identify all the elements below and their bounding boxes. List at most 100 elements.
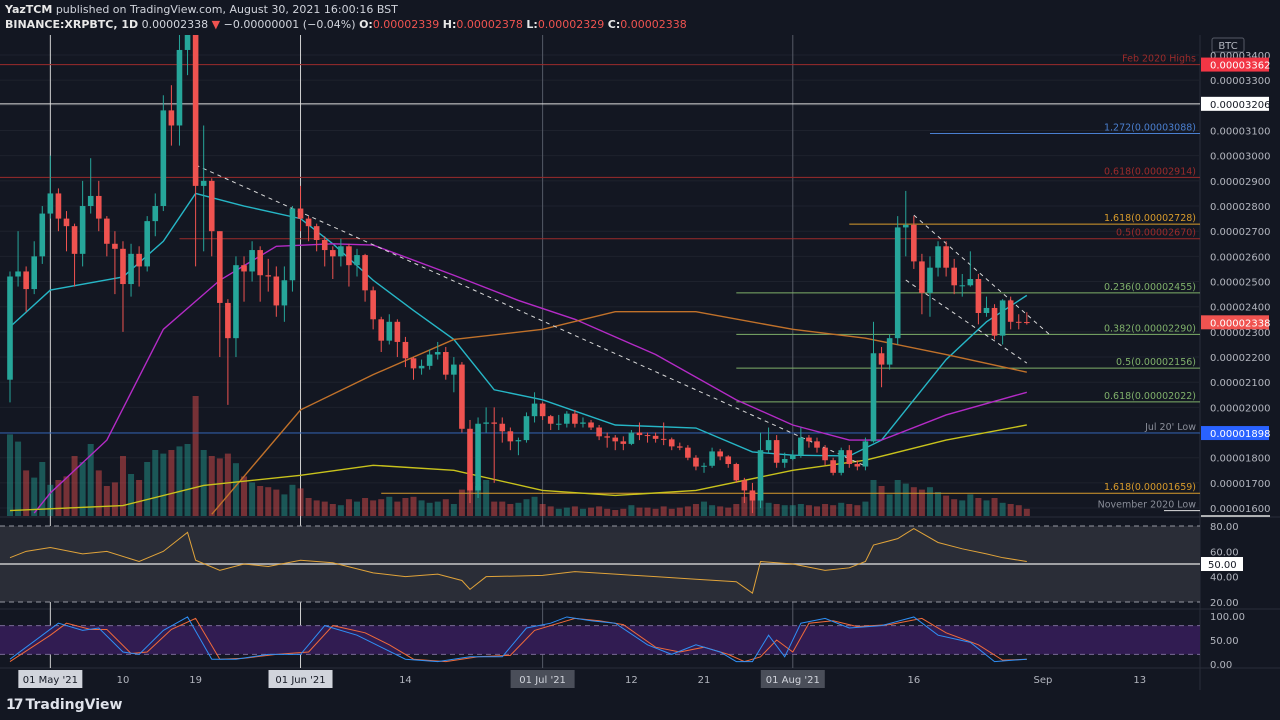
candle-body <box>572 413 578 424</box>
volume-bar <box>959 500 966 516</box>
publisher[interactable]: YazTCM <box>5 3 53 16</box>
candle-body <box>927 267 933 293</box>
candle-body <box>225 302 231 339</box>
time-axis-label: 12 <box>625 675 638 686</box>
candle-body <box>943 246 949 268</box>
candle-body <box>886 338 893 365</box>
open-value: 0.00002339 <box>372 18 440 31</box>
candle-body <box>878 353 885 365</box>
price-axis-tick: 0.00002700 <box>1210 227 1270 238</box>
volume-bar <box>596 506 603 516</box>
volume-bar <box>249 482 256 516</box>
volume-bar <box>588 507 595 516</box>
volume-bar <box>1015 505 1022 516</box>
price-axis-tick: 0.00002200 <box>1210 353 1270 364</box>
candle-body <box>249 250 255 272</box>
candle-body <box>289 208 296 281</box>
volume-bar <box>636 507 643 516</box>
time-axis-label: 16 <box>907 675 920 686</box>
price-axis-tick: 0.00003300 <box>1210 76 1270 87</box>
candle-body <box>281 280 288 306</box>
volume-bar <box>144 462 151 516</box>
volume-bar <box>741 496 748 516</box>
volume-bar <box>370 500 377 516</box>
volume-bar <box>491 501 498 516</box>
level-label: Jul 20' Low <box>1144 422 1196 433</box>
candle-body <box>410 358 417 369</box>
candle-body <box>798 437 804 456</box>
candle-body <box>217 231 223 303</box>
candle-body <box>975 279 982 313</box>
candle-body <box>507 431 514 442</box>
candle-body <box>894 227 901 339</box>
level-label: 0.382(0.00002290) <box>1104 323 1196 334</box>
volume-bar <box>515 502 522 516</box>
volume-bar <box>337 505 344 516</box>
candle-body <box>418 365 425 369</box>
volume-bar <box>523 499 530 516</box>
volume-bar <box>822 504 829 516</box>
candle-body <box>814 441 820 448</box>
volume-bar <box>547 506 554 516</box>
volume-bar <box>878 486 885 516</box>
volume-bar <box>289 484 296 516</box>
candle-body <box>709 451 715 466</box>
volume-bar <box>910 487 917 516</box>
close-label: C: <box>607 18 621 31</box>
volume-bar <box>725 507 732 516</box>
level-axis-label: 0.00003206 <box>1210 100 1270 111</box>
tradingview-logo[interactable]: 17 TradingView <box>6 697 122 713</box>
candle-body <box>321 239 328 251</box>
candle-body <box>467 428 473 491</box>
candle-body <box>176 49 183 126</box>
time-axis-label: 19 <box>189 675 202 686</box>
volume-bar <box>87 444 94 516</box>
volume-bar <box>676 507 683 516</box>
volume-bar <box>128 474 135 516</box>
candle-body <box>967 279 974 286</box>
candle-body <box>442 352 449 375</box>
low-label: L: <box>526 18 538 31</box>
stoch-axis-tick: 0.00 <box>1210 660 1232 671</box>
candle-body <box>677 446 683 448</box>
price-axis-tick: 0.00002400 <box>1210 303 1270 314</box>
candle-body <box>459 364 465 429</box>
candle-body <box>120 248 126 285</box>
symbol-label[interactable]: BINANCE:XRPBTC, 1D <box>5 18 139 31</box>
unit-box <box>1211 37 1245 53</box>
price-pane: Feb 2020 Highs 1.272(0.00003088) 0.618(0.0… <box>0 35 1200 516</box>
volume-bar <box>1007 504 1014 516</box>
candle-body <box>935 246 941 268</box>
volume-bar <box>668 508 675 516</box>
price-axis-unit: BTC <box>1218 41 1237 52</box>
high-value: 0.00002378 <box>456 18 523 31</box>
candle-body <box>612 437 619 442</box>
volume-bar <box>967 494 974 516</box>
volume-bar <box>620 508 627 516</box>
candle-body <box>870 353 877 442</box>
volume-bar <box>297 488 304 516</box>
candle-body <box>79 206 86 254</box>
candle-body <box>104 218 110 244</box>
candle-body <box>539 403 546 417</box>
candle-body <box>483 422 489 424</box>
candle-body <box>112 243 118 249</box>
price-change: −0.00000001 (−0.04%) <box>223 18 356 31</box>
volume-bar <box>555 508 562 516</box>
rsi-line <box>9 527 1027 594</box>
candle-body <box>184 35 191 50</box>
volume-bar <box>692 504 699 516</box>
last-price: 0.00002338 <box>141 18 209 31</box>
candle-body <box>749 490 756 501</box>
volume-bar <box>313 500 320 516</box>
candle-body <box>31 256 38 290</box>
time-axis-label: 01 Aug '21 <box>766 675 820 686</box>
candle-body <box>838 450 845 473</box>
volume-bar <box>733 504 740 516</box>
price-axis-tick: 0.00002500 <box>1210 278 1270 289</box>
stoch-axis-tick: 100.00 <box>1210 612 1245 623</box>
candle-body <box>386 321 393 341</box>
price-chart[interactable]: Feb 2020 Highs 1.272(0.00003088) 0.618(0.0… <box>0 0 1280 695</box>
volume-bar <box>305 498 312 516</box>
volume-bar <box>426 502 433 516</box>
